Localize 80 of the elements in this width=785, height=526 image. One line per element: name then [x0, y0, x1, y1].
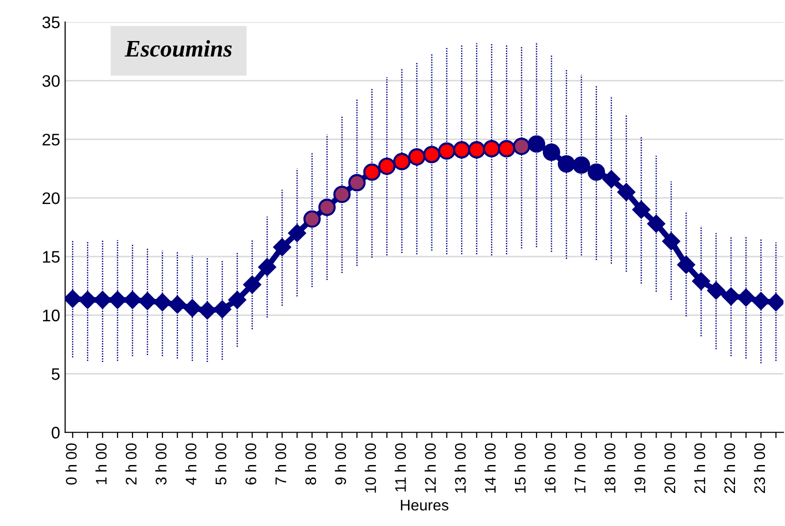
x-tick-label: 10 h 00	[364, 443, 376, 493]
point	[393, 152, 411, 170]
x-tick-label: 16 h 00	[544, 443, 556, 493]
point	[572, 156, 590, 174]
point	[94, 291, 112, 309]
point	[138, 292, 156, 310]
x-tick-label: 18 h 00	[604, 443, 616, 493]
x-tick-label: 1 h 00	[95, 443, 107, 484]
point	[168, 296, 186, 314]
point	[318, 198, 336, 216]
x-tick-label: 19 h 00	[634, 443, 646, 493]
point	[408, 148, 426, 166]
point	[183, 299, 202, 318]
y-tick-label: 25	[42, 134, 60, 146]
x-tick-label: 23 h 00	[754, 443, 766, 493]
point	[482, 140, 500, 158]
point	[602, 170, 620, 188]
x-axis-title: Heures	[400, 500, 448, 511]
x-tick-label: 6 h 00	[245, 443, 256, 484]
x-tick-label: 4 h 00	[185, 443, 196, 485]
point	[108, 291, 126, 309]
x-tick-label: 5 h 00	[215, 443, 226, 485]
x-tick-label: 13 h 00	[454, 443, 466, 493]
y-tick-label: 30	[42, 75, 60, 87]
point	[498, 140, 516, 158]
point	[363, 163, 381, 181]
x-tick-label: 8 h 00	[304, 443, 316, 485]
point	[228, 291, 246, 309]
point	[288, 224, 306, 242]
point	[438, 142, 456, 160]
x-tick-label: 14 h 00	[484, 443, 496, 493]
point	[617, 183, 636, 201]
point	[453, 141, 470, 159]
point	[752, 292, 770, 310]
x-tick-label: 2 h 00	[125, 443, 137, 484]
point	[468, 141, 486, 159]
point	[692, 272, 710, 290]
point	[258, 258, 276, 276]
point	[632, 200, 650, 219]
point	[273, 238, 292, 256]
y-tick-label: 0	[52, 426, 60, 439]
point	[542, 144, 560, 161]
x-tick-label: 20 h 00	[664, 443, 676, 493]
y-tick-label: 20	[42, 192, 60, 204]
point	[677, 256, 696, 274]
point	[647, 214, 666, 233]
point	[378, 158, 396, 175]
point	[528, 135, 546, 153]
x-tick-label: 21 h 00	[694, 443, 706, 493]
point	[662, 232, 680, 250]
x-tick-label: 12 h 00	[424, 443, 436, 493]
point	[737, 288, 755, 306]
point	[588, 163, 606, 181]
point	[423, 146, 440, 164]
point	[213, 300, 232, 318]
point	[333, 186, 351, 204]
x-tick-label: 15 h 00	[514, 443, 526, 493]
point	[154, 293, 172, 312]
y-tick-label: 15	[43, 251, 60, 263]
point	[198, 302, 216, 320]
x-tick-label: 9 h 00	[334, 443, 346, 485]
x-tick-label: 11 h 00	[394, 443, 406, 492]
y-tick-label: 35	[42, 16, 60, 28]
y-tick-label: 10	[43, 310, 60, 322]
point	[707, 282, 725, 300]
point	[348, 174, 366, 192]
x-tick-label: 3 h 00	[155, 443, 167, 485]
point	[558, 155, 576, 173]
x-tick-label: 22 h 00	[724, 443, 736, 493]
point	[124, 291, 142, 309]
text: Escoumins	[124, 40, 232, 57]
x-tick-label: 17 h 00	[574, 443, 586, 493]
x-tick-label: 7 h 00	[275, 443, 286, 484]
point	[722, 287, 740, 306]
y-tick-label: 5	[52, 368, 60, 380]
point	[65, 290, 82, 308]
point	[303, 210, 321, 228]
point	[512, 138, 530, 156]
x-tick-label: 0 h 00	[66, 443, 77, 485]
point	[243, 276, 262, 294]
